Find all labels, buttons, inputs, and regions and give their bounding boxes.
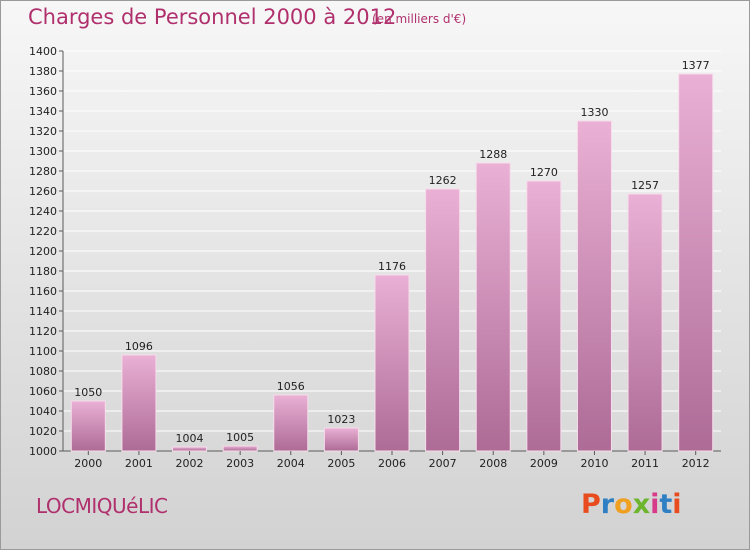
y-tick-label: 1300: [29, 145, 57, 158]
bar: [70, 400, 106, 452]
x-tick-label: 2002: [176, 457, 204, 470]
y-tick-label: 1380: [29, 65, 57, 78]
x-tick-label: 2005: [327, 457, 355, 470]
chart-unit-label: (en milliers d'€): [372, 12, 467, 26]
y-tick-label: 1180: [29, 265, 57, 278]
bar-value-label: 1270: [530, 166, 558, 179]
y-tick-label: 1220: [29, 225, 57, 238]
proxiti-logo[interactable]: Proxiti: [581, 489, 682, 520]
y-tick-label: 1360: [29, 85, 57, 98]
x-tick-label: 2001: [125, 457, 153, 470]
y-tick-label: 1260: [29, 185, 57, 198]
logo-letter: i: [650, 489, 660, 520]
bar: [526, 180, 562, 452]
bar-value-label: 1056: [277, 380, 305, 393]
y-tick-label: 1020: [29, 425, 57, 438]
bar-value-label: 1050: [74, 386, 102, 399]
y-tick-label: 1240: [29, 205, 57, 218]
chart-title: Charges de Personnel 2000 à 2012: [28, 5, 397, 29]
x-tick-label: 2008: [479, 457, 507, 470]
y-tick-label: 1160: [29, 285, 57, 298]
bar-value-label: 1288: [479, 148, 507, 161]
x-tick-label: 2012: [682, 457, 710, 470]
logo-letter: P: [581, 489, 601, 520]
bar-value-label: 1023: [327, 413, 355, 426]
bar: [323, 427, 359, 452]
bar-value-label: 1005: [226, 431, 254, 444]
y-tick-label: 1080: [29, 365, 57, 378]
x-tick-label: 2004: [277, 457, 305, 470]
logo-letter: t: [659, 489, 673, 520]
logo-letter: r: [600, 489, 615, 520]
bar: [222, 445, 258, 452]
bar: [627, 193, 663, 452]
bar: [678, 73, 714, 452]
bar-value-label: 1262: [429, 174, 457, 187]
x-tick-label: 2009: [530, 457, 558, 470]
x-tick-label: 2011: [631, 457, 659, 470]
bar: [374, 274, 410, 452]
bar: [121, 354, 157, 452]
bar: [576, 120, 612, 452]
y-tick-label: 1280: [29, 165, 57, 178]
bar-value-label: 1004: [176, 432, 204, 445]
x-tick-label: 2003: [226, 457, 254, 470]
bar: [273, 394, 309, 452]
logo-letter: i: [672, 489, 682, 520]
y-tick-label: 1140: [29, 305, 57, 318]
y-tick-label: 1200: [29, 245, 57, 258]
y-tick-label: 1000: [29, 445, 57, 458]
bar: [172, 446, 208, 452]
bar-value-label: 1377: [682, 59, 710, 72]
x-tick-label: 2007: [429, 457, 457, 470]
logo-letter: o: [614, 489, 633, 520]
y-tick-label: 1120: [29, 325, 57, 338]
x-tick-label: 2010: [580, 457, 608, 470]
bar-value-label: 1176: [378, 260, 406, 273]
bar-value-label: 1257: [631, 179, 659, 192]
bar-value-label: 1330: [580, 106, 608, 119]
y-tick-label: 1060: [29, 385, 57, 398]
x-tick-label: 2000: [74, 457, 102, 470]
x-tick-label: 2006: [378, 457, 406, 470]
y-tick-label: 1400: [29, 45, 57, 58]
y-tick-label: 1100: [29, 345, 57, 358]
y-tick-label: 1320: [29, 125, 57, 138]
commune-name: LOCMIQUéLIC: [36, 494, 168, 518]
bar-value-label: 1096: [125, 340, 153, 353]
logo-letter: x: [632, 489, 651, 520]
y-tick-label: 1040: [29, 405, 57, 418]
bar: [425, 188, 461, 452]
bar: [475, 162, 511, 452]
y-tick-label: 1340: [29, 105, 57, 118]
